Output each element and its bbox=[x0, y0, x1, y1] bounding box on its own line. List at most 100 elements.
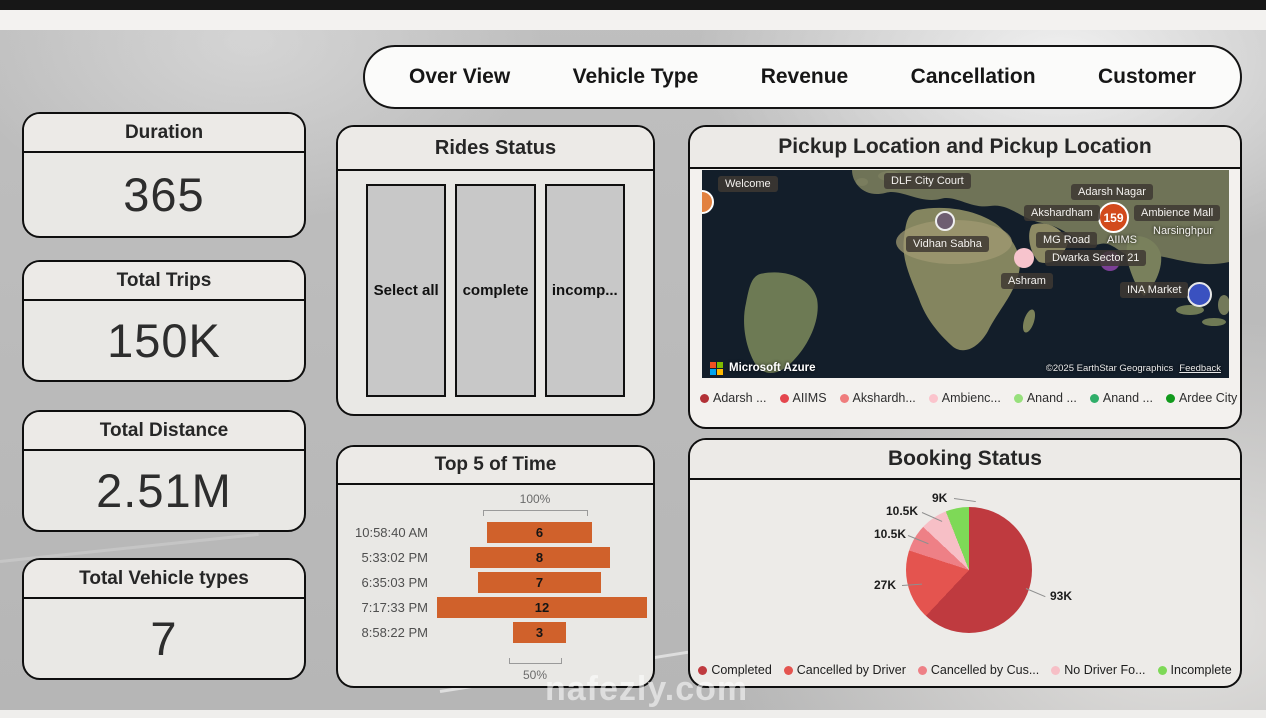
copyright-text: ©2025 EarthStar Geographics bbox=[1045, 362, 1174, 374]
booking-legend-item[interactable]: Incomplete bbox=[1157, 663, 1232, 677]
tab-customer[interactable]: Customer bbox=[1097, 65, 1196, 88]
map-label-dwarka-sector-21: Dwarka Sector 21 bbox=[1045, 250, 1147, 266]
funnel-bar[interactable]: 12 bbox=[437, 597, 647, 618]
legend-dot bbox=[839, 393, 849, 403]
map-legend-item[interactable]: Akshardh... bbox=[839, 391, 916, 405]
microsoft-logo-icon bbox=[710, 361, 723, 375]
booking-legend-item[interactable]: Cancelled by Cus... bbox=[917, 663, 1039, 677]
booking-legend-item[interactable]: Completed bbox=[698, 663, 772, 677]
pie-callout-cancelled-customer: 10.5K bbox=[874, 527, 907, 541]
funnel-category: 6:35:03 PM bbox=[361, 575, 429, 590]
legend-label: Ambienc... bbox=[941, 391, 1001, 405]
legend-label: Incomplete bbox=[1170, 663, 1232, 677]
funnel-bar[interactable]: 7 bbox=[478, 572, 601, 593]
funnel-bottom-percent: 50% bbox=[522, 668, 548, 682]
legend-dot bbox=[1165, 393, 1175, 403]
slicer-incomplete-button[interactable]: incomp... bbox=[544, 184, 625, 397]
legend-dot bbox=[700, 393, 709, 403]
funnel-row[interactable]: 10:58:40 AM 6 bbox=[348, 520, 642, 545]
tab-revenue[interactable]: Revenue bbox=[760, 65, 849, 88]
watermark: nafezly.com bbox=[545, 670, 749, 708]
map-legend-item[interactable]: AIIMS bbox=[779, 391, 827, 405]
funnel-category: 7:17:33 PM bbox=[361, 600, 429, 615]
pie-callout-line bbox=[953, 498, 976, 503]
pie-callout-cancelled-driver: 27K bbox=[874, 578, 897, 592]
booking-legend: Completed Cancelled by Driver Cancelled … bbox=[690, 663, 1240, 677]
tab-overview[interactable]: Over View bbox=[409, 65, 511, 88]
map-marker-ina-market[interactable] bbox=[1187, 282, 1212, 307]
legend-dot bbox=[1051, 665, 1061, 675]
funnel-row[interactable]: 5:33:02 PM 8 bbox=[348, 545, 642, 570]
slicer-complete-button[interactable]: complete bbox=[455, 184, 536, 397]
tab-cancellation[interactable]: Cancellation bbox=[910, 65, 1036, 88]
legend-label: Akshardh... bbox=[852, 391, 916, 405]
booking-status-panel: Booking Status 9K 10.5K 10.5K 27K 93K Co… bbox=[688, 438, 1242, 688]
legend-label: Cancelled by Driver bbox=[796, 663, 906, 677]
map-legend-item[interactable]: Ambienc... bbox=[928, 391, 1001, 405]
map-cluster-bubble[interactable]: 159 bbox=[1098, 202, 1129, 233]
funnel-bar[interactable]: 3 bbox=[513, 622, 566, 643]
legend-label: AIIMS bbox=[792, 391, 827, 405]
legend-label: Completed bbox=[711, 663, 772, 677]
legend-dot bbox=[698, 665, 708, 675]
funnel-row[interactable]: 7:17:33 PM 12 bbox=[348, 595, 647, 620]
nav-tab-bar: Over View Vehicle Type Revenue Cancellat… bbox=[363, 45, 1242, 109]
map-label-welcome: Welcome bbox=[718, 176, 778, 192]
rides-status-title: Rides Status bbox=[338, 127, 653, 171]
kpi-card-total-vehicle-types: Total Vehicle types 7 bbox=[22, 558, 306, 680]
legend-label: Adarsh ... bbox=[713, 391, 767, 405]
kpi-value: 365 bbox=[123, 167, 205, 221]
top5-title: Top 5 of Time bbox=[338, 447, 653, 485]
booking-status-title: Booking Status bbox=[690, 440, 1240, 480]
map-label-dlf-city-court: DLF City Court bbox=[884, 173, 971, 189]
map-legend-item[interactable]: Anand ... bbox=[1089, 391, 1153, 405]
booking-legend-item[interactable]: No Driver Fo... bbox=[1051, 663, 1146, 677]
world-map-graphic bbox=[702, 170, 1229, 378]
map-label-vidhan-sabha: Vidhan Sabha bbox=[906, 236, 989, 252]
legend-dot bbox=[1013, 393, 1023, 403]
booking-pie-chart: 9K 10.5K 10.5K 27K 93K Completed Cancell… bbox=[690, 481, 1240, 686]
funnel-rows: 10:58:40 AM 6 5:33:02 PM 8 6:35:03 PM 7 … bbox=[348, 520, 647, 645]
map-label-ambience-mall: Ambience Mall bbox=[1134, 205, 1221, 221]
map-label-mg-road: MG Road bbox=[1036, 232, 1098, 248]
funnel-chart[interactable]: 100% 10:58:40 AM 6 5:33:02 PM 8 6:35:03 … bbox=[338, 486, 653, 686]
map-marker-mg-road[interactable] bbox=[1014, 248, 1034, 268]
map-label-adarsh-nagar: Adarsh Nagar bbox=[1071, 184, 1153, 200]
map-marker-dlf-city-court[interactable] bbox=[935, 211, 955, 231]
feedback-link[interactable]: Feedback bbox=[1179, 362, 1221, 374]
slicer-select-all-button[interactable]: Select all bbox=[366, 184, 447, 397]
map-label-ashram: Ashram bbox=[1001, 273, 1053, 289]
funnel-bar[interactable]: 6 bbox=[487, 522, 592, 543]
kpi-card-total-distance: Total Distance 2.51M bbox=[22, 410, 306, 532]
tab-vehicle-type[interactable]: Vehicle Type bbox=[572, 65, 699, 88]
map-label-narsinghpur: Narsinghpur bbox=[1153, 225, 1213, 237]
pickup-location-title: Pickup Location and Pickup Location bbox=[690, 127, 1240, 169]
kpi-title: Duration bbox=[24, 114, 304, 153]
pie-callout-completed: 93K bbox=[1050, 589, 1073, 603]
legend-dot bbox=[1157, 665, 1167, 675]
legend-dot bbox=[783, 665, 793, 675]
pie-callout-no-driver: 10.5K bbox=[886, 504, 919, 518]
funnel-row[interactable]: 6:35:03 PM 7 bbox=[348, 570, 642, 595]
kpi-title: Total Distance bbox=[24, 412, 304, 451]
pie-callout-line bbox=[1025, 588, 1046, 598]
kpi-title: Total Vehicle types bbox=[24, 560, 304, 599]
azure-map[interactable]: 159 Welcome DLF City Court Adarsh Nagar … bbox=[702, 170, 1229, 378]
booking-pie[interactable] bbox=[906, 507, 1032, 633]
legend-dot bbox=[917, 665, 927, 675]
map-legend-item[interactable]: Anand ... bbox=[1013, 391, 1077, 405]
kpi-value: 150K bbox=[107, 313, 221, 367]
map-label-ina-market: INA Market bbox=[1120, 282, 1189, 298]
pickup-location-panel: Pickup Location and Pickup Location bbox=[688, 125, 1242, 429]
map-legend-item[interactable]: Adarsh ... bbox=[700, 391, 767, 405]
map-legend-item[interactable]: Ardee City bbox=[1165, 391, 1237, 405]
funnel-row[interactable]: 8:58:22 PM 3 bbox=[348, 620, 642, 645]
legend-label: Anand ... bbox=[1102, 391, 1153, 405]
funnel-top-percent: 100% bbox=[519, 492, 551, 506]
kpi-value: 7 bbox=[150, 611, 178, 665]
booking-legend-item[interactable]: Cancelled by Driver bbox=[783, 663, 906, 677]
map-label-aiims: AIIMS bbox=[1107, 234, 1137, 246]
legend-dot bbox=[1089, 393, 1099, 403]
top5-time-panel: Top 5 of Time 100% 10:58:40 AM 6 5:33:02… bbox=[336, 445, 655, 688]
funnel-bar[interactable]: 8 bbox=[469, 547, 610, 568]
